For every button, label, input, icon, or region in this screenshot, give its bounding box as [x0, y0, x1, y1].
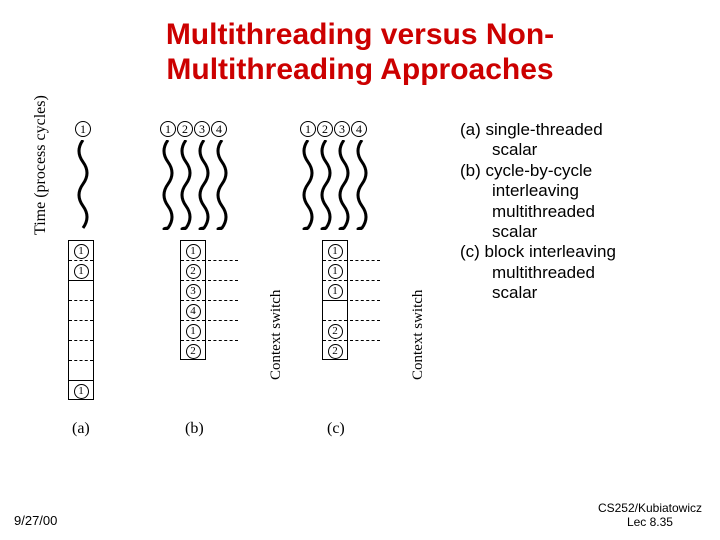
panel-c-label: (c) — [327, 420, 345, 438]
pipeline-slot: 1 — [69, 261, 93, 281]
legend-a-1: (a) single-threaded — [460, 120, 616, 140]
pipeline-slot: 1 — [323, 261, 347, 281]
pipeline-c: 1 1 1 2 2 — [322, 240, 348, 360]
context-switch-dash — [208, 320, 238, 321]
legend-c-1: (c) block interleaving — [460, 242, 616, 262]
pipeline-b: 1 2 3 4 1 2 — [180, 240, 206, 360]
context-switch-dash — [208, 260, 238, 261]
footer-course: CS252/Kubiatowicz — [598, 501, 702, 515]
title-line-2: Multithreading Approaches — [166, 53, 553, 86]
thread-circle-2: 2 — [177, 121, 193, 137]
thread-circle-2: 2 — [317, 121, 333, 137]
context-switch-dash — [208, 280, 238, 281]
pipeline-slot: 2 — [181, 261, 205, 281]
thread-circle-1: 1 — [328, 264, 343, 279]
thread-circle-2: 2 — [328, 324, 343, 339]
footer-right: CS252/Kubiatowicz Lec 8.35 — [598, 502, 702, 530]
thread-circle-1: 1 — [328, 284, 343, 299]
thread-circle-3: 3 — [334, 121, 350, 137]
pipeline-slot — [69, 361, 93, 381]
thread-circle-1: 1 — [75, 121, 91, 137]
legend-b-2: interleaving — [460, 181, 616, 201]
diagram-area: Time (process cycles) 1 111 (a) 1234 123… — [40, 120, 680, 480]
context-switch-dash — [208, 340, 238, 341]
y-axis-label: Time (process cycles) — [32, 95, 50, 235]
thread-circle-1: 1 — [186, 244, 201, 259]
panel-a-header: 1 — [75, 120, 92, 138]
context-switch-dash — [208, 300, 238, 301]
panel-b-label: (b) — [185, 420, 204, 438]
thread-circle-1: 1 — [300, 121, 316, 137]
context-switch-label-b: Context switch — [268, 290, 285, 380]
thread-circle-3: 3 — [186, 284, 201, 299]
pipeline-slot: 2 — [323, 341, 347, 361]
pipeline-slot: 3 — [181, 281, 205, 301]
legend-c-2: multithreaded — [460, 263, 616, 283]
context-switch-dash — [350, 340, 380, 341]
legend-b-1: (b) cycle-by-cycle — [460, 161, 616, 181]
legend: (a) single-threaded scalar (b) cycle-by-… — [460, 120, 616, 304]
thread-circle-4: 4 — [351, 121, 367, 137]
panel-c-header: 1234 — [300, 120, 368, 138]
thread-circle-4: 4 — [211, 121, 227, 137]
pipeline-slot — [69, 301, 93, 321]
wavy-icon — [75, 140, 93, 230]
pipeline-slot: 4 — [181, 301, 205, 321]
panel-b-header: 1234 — [160, 120, 228, 138]
thread-circle-1: 1 — [74, 264, 89, 279]
thread-circle-1: 1 — [160, 121, 176, 137]
context-switch-dash — [350, 300, 380, 301]
pipeline-slot — [323, 301, 347, 321]
legend-b-3: multithreaded — [460, 202, 616, 222]
thread-circle-4: 4 — [186, 304, 201, 319]
pipeline-slot: 1 — [323, 241, 347, 261]
pipeline-slot: 2 — [181, 341, 205, 361]
thread-circle-1: 1 — [74, 384, 89, 399]
thread-circle-1: 1 — [328, 244, 343, 259]
context-switch-dash — [350, 320, 380, 321]
legend-a-2: scalar — [460, 140, 616, 160]
context-switch-label-c: Context switch — [410, 290, 427, 380]
pipeline-slot — [69, 341, 93, 361]
pipeline-slot: 1 — [69, 381, 93, 401]
footer-lec: Lec 8.35 — [627, 515, 673, 529]
context-switch-dash — [350, 260, 380, 261]
pipeline-a: 1 1 1 — [68, 240, 94, 400]
pipeline-slot: 1 — [181, 241, 205, 261]
thread-circle-1: 1 — [186, 324, 201, 339]
pipeline-slot: 2 — [323, 321, 347, 341]
thread-circle-1: 1 — [74, 244, 89, 259]
legend-b-4: scalar — [460, 222, 616, 242]
pipeline-slot: 1 — [69, 241, 93, 261]
panel-a-label: (a) — [72, 420, 90, 438]
legend-c-3: scalar — [460, 283, 616, 303]
thread-circle-3: 3 — [194, 121, 210, 137]
footer-date: 9/27/00 — [14, 513, 57, 528]
thread-circle-2: 2 — [328, 344, 343, 359]
thread-circle-2: 2 — [186, 344, 201, 359]
pipeline-slot — [69, 281, 93, 301]
pipeline-slot: 1 — [181, 321, 205, 341]
context-switch-dash — [350, 280, 380, 281]
pipeline-slot: 1 — [323, 281, 347, 301]
thread-circle-2: 2 — [186, 264, 201, 279]
pipeline-slot — [69, 321, 93, 341]
title-line-1: Multithreading versus Non- — [166, 18, 554, 51]
slide-title: Multithreading versus Non- Multithreadin… — [0, 0, 720, 87]
